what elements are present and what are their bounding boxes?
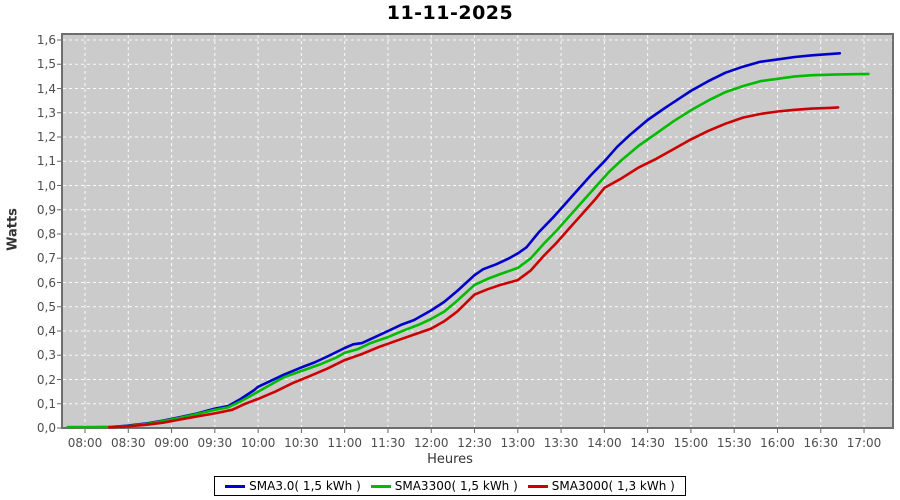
x-tick-label: 16:00 — [760, 436, 795, 450]
y-tick-label: 0,5 — [36, 299, 56, 314]
x-tick-label: 16:30 — [803, 436, 839, 450]
x-tick-label: 08:00 — [67, 436, 103, 450]
y-tick-label: 0,4 — [36, 324, 56, 338]
x-tick-label: 17:00 — [846, 436, 882, 450]
y-tick-label: 0,7 — [36, 251, 56, 266]
x-tick-label: 13:30 — [543, 436, 579, 450]
y-tick-label: 0,9 — [36, 202, 56, 217]
legend: SMA3.0( 1,5 kWh ) SMA3300( 1,5 kWh ) SMA30… — [214, 476, 686, 496]
series-line — [107, 51, 842, 429]
legend-item: SMA3000( 1,3 kWh ) — [527, 479, 675, 493]
x-tick-label: 12:30 — [457, 436, 492, 450]
y-tick-label: 1,6 — [36, 33, 56, 47]
series-line — [107, 106, 840, 429]
y-tick-label: 1,1 — [36, 154, 56, 169]
y-tick-label: 0,1 — [36, 396, 56, 411]
x-tick-label: 10:30 — [284, 436, 319, 450]
legend-label: SMA3.0( 1,5 kWh ) — [249, 479, 361, 493]
x-tick-label: 15:00 — [673, 436, 709, 450]
legend-item: SMA3300( 1,5 kWh ) — [370, 479, 518, 493]
series-line — [66, 72, 870, 429]
x-tick-label: 08:30 — [110, 436, 146, 450]
x-tick-label: 13:00 — [500, 436, 536, 450]
y-axis-title: Watts — [5, 208, 21, 251]
legend-label: SMA3300( 1,5 kWh ) — [394, 479, 518, 493]
legend-line-swatch — [370, 484, 391, 488]
x-tick-label: 12:00 — [413, 436, 449, 450]
y-tick-label: 0,6 — [36, 275, 56, 290]
y-tick-label: 0,8 — [36, 227, 56, 241]
plot-background — [61, 33, 894, 429]
x-tick-label: 11:00 — [327, 436, 362, 450]
legend-line-swatch — [527, 484, 548, 488]
x-tick-label: 15:30 — [716, 436, 752, 450]
x-tick-label: 14:30 — [630, 436, 665, 450]
x-tick-label: 10:00 — [240, 436, 276, 450]
y-tick-label: 1,3 — [36, 105, 56, 120]
x-axis-title: Heures — [427, 452, 473, 467]
y-tick-label: 1,0 — [36, 178, 56, 193]
y-tick-label: 1,2 — [36, 130, 56, 144]
y-tick-label: 0,3 — [36, 348, 56, 363]
legend-item: SMA3.0( 1,5 kWh ) — [225, 479, 361, 493]
x-tick-label: 09:30 — [197, 436, 233, 450]
y-tick-label: 1,5 — [36, 57, 56, 72]
y-tick-label: 0,0 — [36, 421, 56, 435]
x-tick-label: 11:30 — [370, 436, 406, 450]
chart-title: 11-11-2025 — [386, 2, 514, 24]
legend-line-swatch — [225, 484, 246, 488]
y-tick-label: 0,2 — [36, 372, 56, 387]
x-tick-label: 14:00 — [587, 436, 622, 450]
legend-label: SMA3000( 1,3 kWh ) — [551, 479, 675, 493]
y-tick-label: 1,4 — [36, 81, 56, 96]
x-tick-label: 09:00 — [154, 436, 189, 450]
